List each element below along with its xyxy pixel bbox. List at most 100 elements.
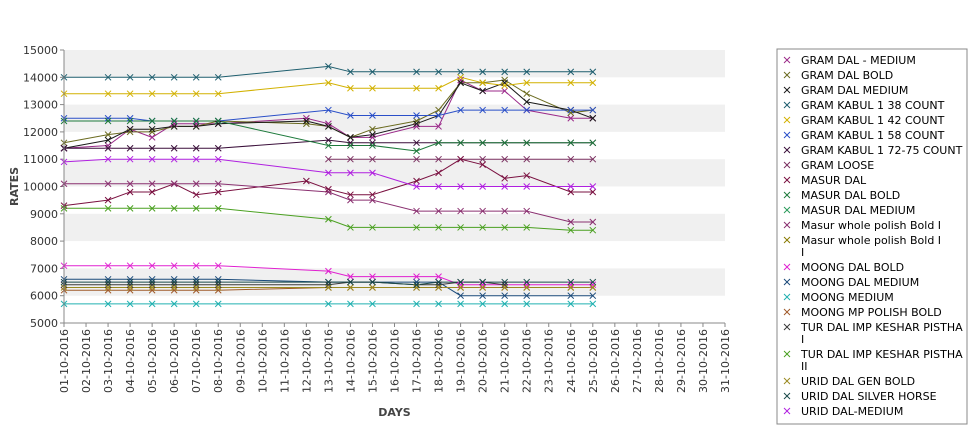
data-point: [457, 183, 464, 190]
x-tick-label: 08-10-2016: [212, 329, 225, 393]
point-stroke: [214, 188, 222, 196]
data-point: [214, 204, 222, 212]
point-stroke: [413, 273, 420, 280]
x-tick-label: 13-10-2016: [322, 329, 335, 393]
point-stroke: [413, 112, 420, 119]
point-stroke: [126, 262, 134, 270]
point-stroke: [104, 196, 112, 204]
point-stroke: [214, 90, 222, 98]
data-point: [501, 155, 509, 163]
point-stroke: [192, 278, 200, 286]
point-stroke: [214, 73, 222, 81]
data-point: [501, 87, 509, 95]
point-stroke: [369, 155, 376, 163]
data-point: [104, 196, 112, 204]
data-point: [325, 120, 332, 128]
data-point: [214, 188, 222, 196]
legend-label: URID DAL GEN BOLD: [801, 375, 915, 388]
point-stroke: [325, 79, 332, 87]
point-stroke: [589, 106, 597, 114]
point-stroke: [501, 174, 509, 182]
data-point: [523, 292, 531, 300]
data-point: [435, 183, 442, 190]
point-stroke: [457, 278, 464, 286]
data-point: [126, 300, 134, 308]
point-stroke: [435, 273, 442, 280]
point-stroke: [369, 284, 376, 291]
point-stroke: [435, 183, 442, 190]
data-point: [325, 281, 332, 289]
series-line: [64, 65, 593, 78]
data-point: [126, 155, 134, 163]
legend-label: Masur whole polish Bold I: [801, 234, 941, 247]
data-point: [567, 114, 575, 122]
series-markers: [60, 63, 597, 308]
x-tick-label: 17-10-2016: [411, 329, 424, 393]
data-point: [170, 117, 178, 125]
x-tick-label: 01-10-2016: [58, 329, 71, 393]
point-stroke: [523, 106, 531, 114]
legend-label: MASUR DAL: [801, 174, 867, 187]
legend-label: TUR DAL IMP KESHAR PISTHA: [800, 321, 963, 334]
data-point: [148, 275, 156, 283]
data-point: [457, 155, 464, 163]
point-stroke: [501, 284, 509, 291]
point-stroke: [501, 79, 509, 87]
data-point: [589, 68, 597, 76]
point-stroke: [192, 275, 200, 283]
point-stroke: [479, 281, 486, 289]
data-point: [479, 224, 486, 231]
data-point: [369, 68, 376, 76]
legend-label: GRAM KABUL 1 42 COUNT: [801, 114, 945, 127]
point-stroke: [479, 155, 486, 163]
point-stroke: [501, 224, 509, 231]
point-stroke: [126, 180, 134, 188]
y-tick-label: 7000: [30, 262, 58, 275]
data-point: [104, 73, 112, 81]
data-point: [413, 278, 420, 286]
data-point: [435, 207, 442, 215]
point-stroke: [523, 90, 531, 98]
point-stroke: [325, 136, 332, 144]
point-stroke: [126, 281, 134, 289]
data-point: [214, 117, 222, 125]
data-point: [589, 218, 597, 226]
point-stroke: [325, 300, 332, 308]
point-stroke: [523, 284, 531, 291]
point-stroke: [148, 134, 156, 141]
point-stroke: [170, 284, 178, 291]
data-point: [148, 188, 156, 196]
data-point: [126, 278, 134, 286]
point-stroke: [148, 204, 156, 212]
data-point: [501, 183, 509, 190]
point-stroke: [347, 84, 354, 92]
data-point: [347, 142, 354, 149]
data-point: [192, 286, 200, 294]
point-stroke: [567, 218, 575, 226]
data-point: [192, 117, 200, 125]
point-stroke: [347, 284, 354, 291]
point-stroke: [126, 300, 134, 308]
x-tick-label: 27-10-2016: [631, 329, 644, 393]
data-point: [523, 300, 531, 308]
point-stroke: [347, 224, 354, 231]
data-point: [148, 117, 156, 125]
point-stroke: [589, 114, 597, 122]
data-point: [170, 73, 178, 81]
data-point: [126, 73, 134, 81]
point-stroke: [104, 114, 112, 122]
data-point: [126, 284, 134, 291]
point-stroke: [589, 281, 597, 289]
point-stroke: [325, 120, 332, 128]
data-point: [148, 125, 156, 133]
data-point: [347, 112, 354, 119]
point-stroke: [523, 139, 531, 147]
point-stroke: [170, 144, 178, 152]
legend-marker: [783, 350, 791, 358]
data-point: [589, 106, 597, 114]
data-point: [192, 191, 200, 199]
legend-label: MASUR DAL MEDIUM: [801, 204, 915, 217]
legend: GRAM DAL - MEDIUM GRAM DAL BOLD GRAM DAL M…: [776, 48, 968, 425]
legend-label: GRAM KABUL 1 72-75 COUNT: [801, 144, 963, 157]
